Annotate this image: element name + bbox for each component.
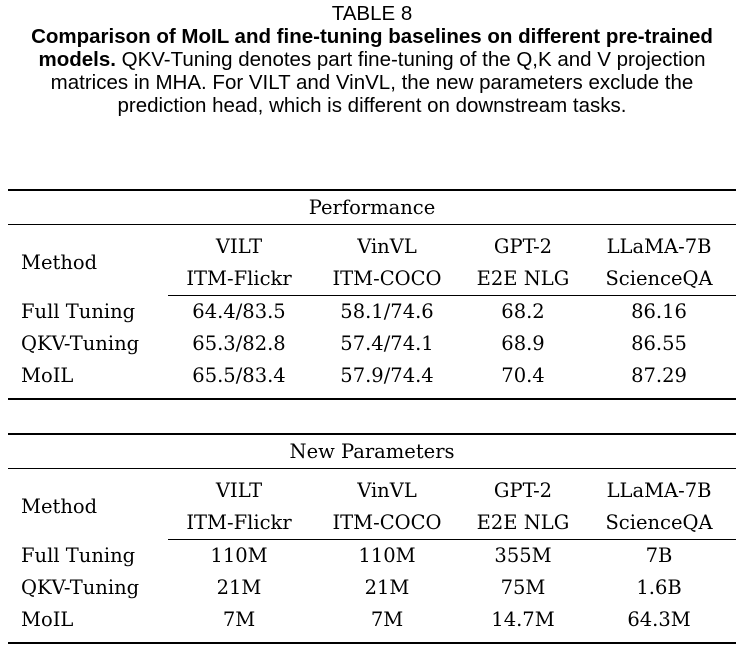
cell-value: 68.2 — [501, 300, 545, 323]
row-method: QKV-Tuning — [21, 576, 140, 599]
cell-value: 1.6B — [636, 576, 682, 599]
cell-value: 57.9/74.4 — [340, 364, 434, 387]
cell-value: 21M — [364, 576, 410, 599]
cell-value: 7B — [645, 544, 673, 567]
header-task: ITM-COCO — [310, 263, 464, 296]
header-task: E2E NLG — [464, 507, 582, 540]
performance-table: Performance Method VILT VinVL GPT-2 LLaM… — [8, 189, 737, 400]
table-row: QKV-Tuning 65.3/82.8 57.4/74.1 68.9 86.5… — [8, 328, 736, 360]
cell-value: 7M — [222, 608, 256, 631]
row-method: Full Tuning — [21, 299, 136, 323]
cell-value: 7M — [370, 608, 404, 631]
cell-value: 21M — [216, 576, 262, 599]
parameters-table: New Parameters Method VILT VinVL GPT-2 L… — [8, 433, 737, 644]
table-row: Full Tuning 110M 110M 355M 7B — [8, 540, 736, 573]
header-model: LLaMA-7B — [606, 479, 712, 502]
cell-value: 64.4/83.5 — [192, 300, 286, 323]
cell-value: 75M — [500, 576, 546, 599]
cell-value: 57.4/74.1 — [340, 332, 434, 355]
header-task: E2E NLG — [464, 263, 582, 296]
cell-value: 70.4 — [501, 364, 545, 387]
header-model: VILT — [215, 235, 263, 258]
caption-bold-title: Comparison of MoIL and fine-tuning basel… — [31, 25, 713, 71]
table-row: MoIL 65.5/83.4 57.9/74.4 70.4 87.29 — [8, 360, 736, 392]
header-method: Method — [21, 495, 98, 519]
section-title-performance: Performance — [8, 189, 737, 225]
row-method: MoIL — [21, 608, 74, 631]
cell-value: 110M — [358, 544, 416, 567]
header-task: ITM-Flickr — [168, 507, 310, 540]
cell-value: 64.3M — [627, 608, 691, 631]
cell-value: 65.5/83.4 — [192, 364, 286, 387]
cell-value: 65.3/82.8 — [192, 332, 286, 355]
table-caption: TABLE 8 Comparison of MoIL and fine-tuni… — [0, 2, 744, 117]
table-row: MoIL 7M 7M 14.7M 64.3M — [8, 604, 736, 636]
header-model: GPT-2 — [493, 479, 553, 502]
row-method: QKV-Tuning — [21, 332, 140, 355]
header-model: LLaMA-7B — [606, 235, 712, 258]
row-method: MoIL — [21, 364, 74, 387]
cell-value: 58.1/74.6 — [340, 300, 434, 323]
cell-value: 68.9 — [501, 332, 545, 355]
caption-text: QKV-Tuning denotes part fine-tuning of t… — [50, 48, 706, 117]
header-model: VinVL — [357, 235, 417, 258]
cell-value: 87.29 — [631, 364, 687, 387]
section-title-parameters: New Parameters — [8, 433, 737, 469]
header-task: ITM-COCO — [310, 507, 464, 540]
table-label: TABLE 8 — [331, 2, 413, 25]
cell-value: 86.16 — [631, 300, 687, 323]
table-row: Full Tuning 64.4/83.5 58.1/74.6 68.2 86.… — [8, 296, 736, 329]
header-method: Method — [21, 251, 98, 275]
cell-value: 14.7M — [491, 608, 555, 631]
header-task: ITM-Flickr — [168, 263, 310, 296]
table-row: QKV-Tuning 21M 21M 75M 1.6B — [8, 572, 736, 604]
row-method: Full Tuning — [21, 543, 136, 567]
header-model: VinVL — [357, 479, 417, 502]
cell-value: 110M — [210, 544, 268, 567]
cell-value: 86.55 — [631, 332, 687, 355]
header-model: VILT — [215, 479, 263, 502]
header-model: GPT-2 — [493, 235, 553, 258]
header-task: ScienceQA — [582, 263, 737, 296]
caption-body: Comparison of MoIL and fine-tuning basel… — [27, 25, 717, 117]
header-task: ScienceQA — [582, 507, 737, 540]
cell-value: 355M — [494, 544, 552, 567]
